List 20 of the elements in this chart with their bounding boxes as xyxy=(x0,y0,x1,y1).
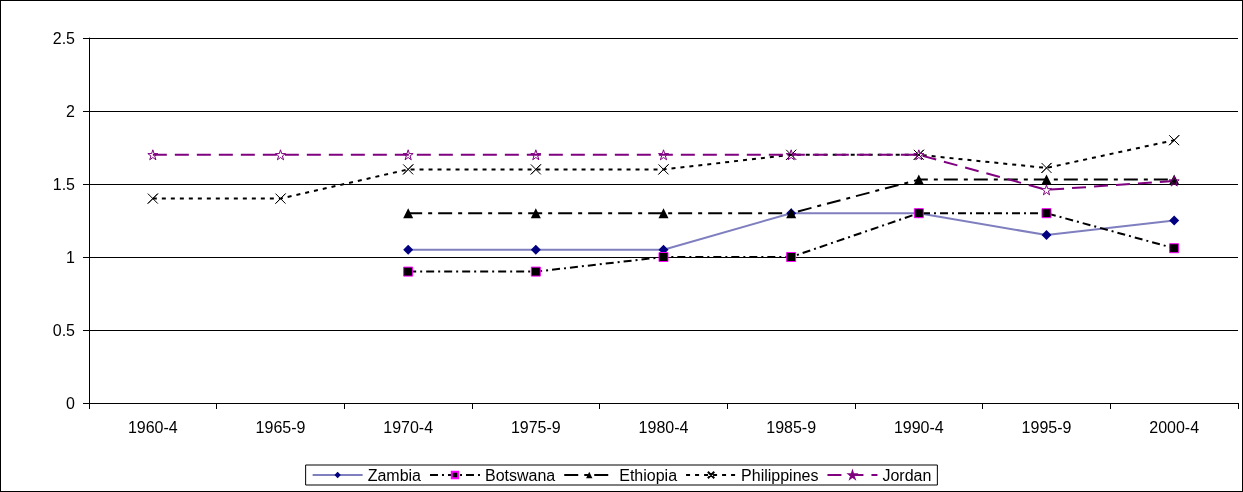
y-tick-label: 1 xyxy=(66,248,76,266)
legend-label: Botswana xyxy=(484,466,556,484)
y-tick-label: 2 xyxy=(66,102,76,120)
x-tick-label: 1985-9 xyxy=(766,418,817,436)
x-tick-label: 1995-9 xyxy=(1021,418,1072,436)
x-tick-label: 1965-9 xyxy=(255,418,306,436)
x-tick-label: 1980-4 xyxy=(638,418,689,436)
y-tick-label: 0.5 xyxy=(52,321,76,339)
legend-label: Ethiopia xyxy=(619,466,678,484)
legend-label: Zambia xyxy=(367,466,422,484)
legend-label: Jordan xyxy=(882,466,932,484)
x-tick-label: 1975-9 xyxy=(510,418,561,436)
x-tick-label: 1960-4 xyxy=(127,418,178,436)
x-tick-label: 2000-4 xyxy=(1149,418,1200,436)
y-tick-label: 0 xyxy=(66,394,76,412)
x-tick-label: 1990-4 xyxy=(893,418,944,436)
y-tick-label: 1.5 xyxy=(52,175,76,193)
x-tick-label: 1970-4 xyxy=(383,418,434,436)
y-tick-label: 2.5 xyxy=(52,29,76,47)
legend-label: Philippines xyxy=(741,466,819,484)
